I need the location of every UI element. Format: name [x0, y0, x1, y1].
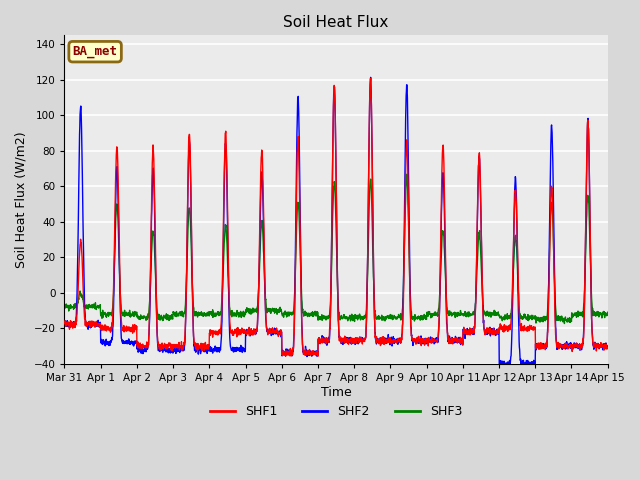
SHF2 — [352, 341, 360, 347]
SHF1 — [604, 346, 612, 351]
SHF3 — [364, 278, 371, 284]
Legend: SHF1, SHF2, SHF3: SHF1, SHF2, SHF3 — [205, 400, 467, 423]
SHF3 — [556, 317, 564, 323]
SHF1 — [494, 330, 502, 336]
SHF2 — [212, 348, 220, 353]
SHF1 — [367, 76, 374, 82]
SHF3 — [61, 303, 68, 309]
SHF3 — [352, 314, 360, 320]
SHF2 — [556, 343, 564, 349]
SHF3 — [403, 171, 411, 177]
SHF2 — [61, 324, 68, 329]
SHF3 — [212, 311, 220, 316]
SHF3 — [604, 310, 612, 315]
SHF1 — [364, 254, 371, 260]
SHF1 — [556, 341, 564, 347]
Line: SHF2: SHF2 — [65, 77, 608, 368]
SHF2 — [526, 365, 534, 371]
SHF1 — [352, 335, 360, 341]
SHF2 — [604, 343, 612, 349]
SHF1 — [61, 319, 68, 324]
Line: SHF3: SHF3 — [65, 174, 608, 324]
SHF1 — [572, 342, 579, 348]
SHF3 — [494, 312, 502, 318]
Y-axis label: Soil Heat Flux (W/m2): Soil Heat Flux (W/m2) — [15, 131, 28, 268]
Text: BA_met: BA_met — [72, 45, 118, 58]
SHF3 — [572, 312, 579, 318]
SHF2 — [367, 74, 374, 80]
SHF2 — [572, 345, 579, 350]
SHF3 — [561, 321, 568, 326]
X-axis label: Time: Time — [321, 385, 351, 398]
Line: SHF1: SHF1 — [65, 79, 608, 356]
SHF2 — [494, 330, 502, 336]
SHF2 — [364, 271, 371, 276]
SHF1 — [314, 353, 322, 359]
Title: Soil Heat Flux: Soil Heat Flux — [284, 15, 388, 30]
SHF1 — [212, 331, 220, 336]
